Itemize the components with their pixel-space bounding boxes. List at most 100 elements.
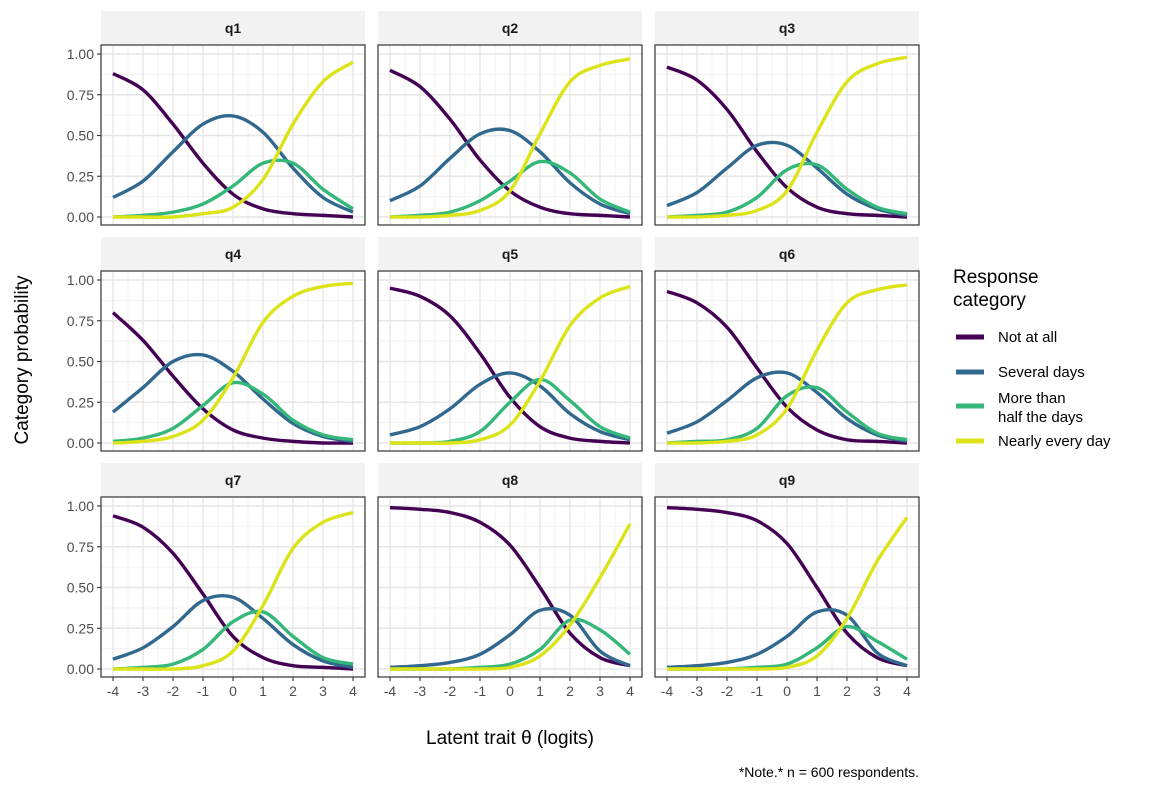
- facet-panel-q8: q8 -4 -3 -2 -1 0 1 2 3 4: [377, 463, 643, 699]
- x-tick-label: 3: [319, 683, 327, 699]
- facet-panel-q1: q1 0.00 0.25 0.50 0.75 1.00: [67, 11, 366, 226]
- series-line-not-at-all: [666, 505, 908, 668]
- facet-panel-q5: q5: [377, 237, 643, 452]
- series-line-several-days: [389, 606, 631, 670]
- series-line-nearly-every-day: [390, 284, 631, 445]
- facet-panel-q2: q2: [377, 11, 643, 226]
- series-line-several-days: [666, 607, 908, 670]
- y-tick-label: 0.25: [67, 394, 94, 410]
- legend-title-line: category: [953, 290, 1026, 311]
- series-line-more-than-half-the-days: [389, 159, 631, 219]
- x-tick-label: 4: [903, 683, 911, 699]
- facet-strip: [655, 463, 919, 497]
- facet-strip: [655, 237, 919, 271]
- legend-label: Not at all: [998, 329, 1057, 346]
- x-tick-label: 3: [596, 683, 604, 699]
- facet-strip: [101, 463, 365, 497]
- x-tick-label: -2: [167, 683, 180, 699]
- facet-label: q6: [779, 246, 796, 262]
- panel-border: [377, 270, 643, 452]
- x-tick-label: 0: [229, 683, 237, 699]
- series-line-several-days: [111, 352, 354, 444]
- facet-strip: [378, 463, 642, 497]
- facet-strip: [378, 11, 642, 45]
- series-line-not-at-all: [112, 72, 354, 219]
- legend-label: half the days: [998, 409, 1083, 426]
- facet-label: q2: [502, 20, 519, 36]
- series-line-several-days: [112, 113, 354, 214]
- x-tick-label: 1: [813, 683, 821, 699]
- legend-title-line: Response: [953, 267, 1039, 288]
- y-tick-label: 0.25: [67, 168, 94, 184]
- facet-strip: [101, 237, 365, 271]
- y-tick-label: 0.75: [67, 87, 94, 103]
- x-tick-label: -3: [414, 683, 427, 699]
- y-tick-label: 1.00: [67, 46, 94, 62]
- y-tick-label: 0.00: [67, 661, 94, 677]
- series-line-not-at-all: [666, 65, 908, 219]
- series-line-nearly-every-day: [112, 281, 354, 445]
- series-line-nearly-every-day: [113, 60, 354, 219]
- series-line-more-than-half-the-days: [112, 380, 354, 444]
- panel-border: [654, 44, 920, 226]
- y-tick-label: 0.50: [67, 354, 94, 370]
- series-line-more-than-half-the-days: [112, 158, 354, 219]
- x-tick-label: 3: [873, 683, 881, 699]
- legend-label: More than: [998, 390, 1066, 407]
- x-tick-label: -4: [107, 683, 120, 699]
- facet-label: q3: [779, 20, 796, 36]
- y-tick-label: 0.75: [67, 539, 94, 555]
- series-line-nearly-every-day: [666, 283, 908, 445]
- legend-label: Nearly every day: [998, 433, 1111, 450]
- x-tick-label: 2: [289, 683, 297, 699]
- facet-label: q4: [225, 246, 242, 262]
- x-tick-label: 0: [783, 683, 791, 699]
- series-line-not-at-all: [389, 286, 631, 445]
- facet-label: q7: [225, 472, 242, 488]
- x-tick-label: -3: [691, 683, 704, 699]
- x-tick-label: 2: [566, 683, 574, 699]
- x-tick-label: 2: [843, 683, 851, 699]
- x-tick-label: -4: [384, 683, 397, 699]
- facet-label: q8: [502, 472, 519, 488]
- x-tick-label: 1: [536, 683, 544, 699]
- y-tick-label: 1.00: [67, 272, 94, 288]
- y-axis-title: Category probability: [12, 275, 33, 444]
- x-tick-label: -2: [721, 683, 734, 699]
- facet-label: q1: [225, 20, 242, 36]
- series-line-several-days: [112, 594, 354, 670]
- x-tick-label: -4: [661, 683, 674, 699]
- series-line-not-at-all: [112, 514, 354, 671]
- x-tick-label: 4: [349, 683, 357, 699]
- x-tick-label: -3: [137, 683, 150, 699]
- series-line-more-than-half-the-days: [112, 609, 354, 671]
- facet-label: q5: [502, 246, 519, 262]
- x-tick-label: -1: [751, 683, 764, 699]
- caption-note: *Note.* n = 600 respondents.: [739, 764, 919, 780]
- facet-strip: [655, 11, 919, 45]
- x-tick-label: -2: [444, 683, 457, 699]
- facet-label: q9: [779, 472, 796, 488]
- series-line-several-days: [389, 127, 631, 216]
- facet-panel-q3: q3: [654, 11, 920, 226]
- series-line-nearly-every-day: [113, 510, 354, 671]
- panel-border: [377, 44, 643, 226]
- series-line-not-at-all: [389, 505, 631, 668]
- facet-panel-q9: q9 -4 -3 -2 -1 0 1 2 3 4: [654, 463, 920, 699]
- series-line-not-at-all: [111, 311, 354, 445]
- x-tick-label: 0: [506, 683, 514, 699]
- facet-strip: [101, 11, 365, 45]
- panel-border: [654, 270, 920, 452]
- x-tick-label: 1: [259, 683, 267, 699]
- x-axis-title: Latent trait θ (logits): [426, 728, 594, 749]
- x-tick-label: 4: [626, 683, 634, 699]
- facet-panel-q4: q4 0.00 0.25 0.50 0.75 1.00: [67, 237, 366, 452]
- y-tick-label: 0.00: [67, 435, 94, 451]
- series-line-several-days: [389, 371, 631, 442]
- facet-panel-q7: q7 0.00 0.25 0.50 0.75 1.00 -4 -3 -2 -1 0 1 2 3 4: [67, 463, 366, 699]
- x-tick-label: -1: [474, 683, 487, 699]
- series-line-nearly-every-day: [667, 516, 909, 671]
- facet-strip: [378, 237, 642, 271]
